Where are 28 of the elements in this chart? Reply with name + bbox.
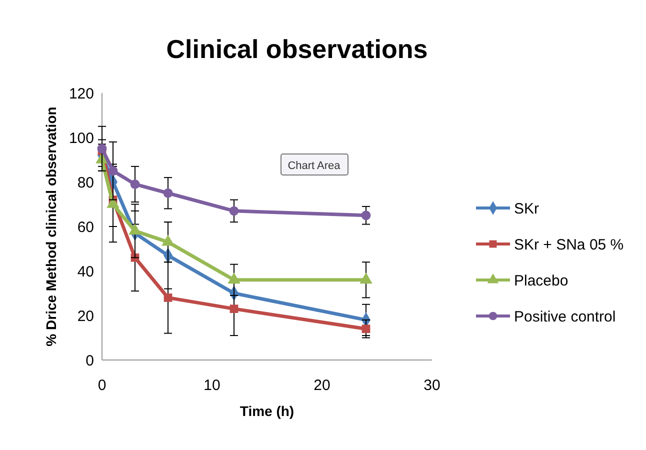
annotation: Chart Area xyxy=(288,160,342,172)
point xyxy=(130,180,140,189)
y-tick-label: 60 xyxy=(77,218,94,236)
point xyxy=(361,210,371,220)
point xyxy=(97,144,107,154)
x-tick-label: 10 xyxy=(204,377,220,394)
legend-label: SKr xyxy=(514,200,540,218)
y-tick-label: 20 xyxy=(77,308,94,325)
chart-title: Clinical observations xyxy=(166,34,428,64)
legend-label: Positive control xyxy=(514,308,616,326)
point xyxy=(229,206,239,216)
y-tick-label: 120 xyxy=(68,85,94,102)
point xyxy=(362,324,370,334)
y-tick-label: 100 xyxy=(68,130,94,147)
y-tick-label: 80 xyxy=(77,174,94,192)
y-tick-label: 0 xyxy=(86,352,94,370)
point xyxy=(163,188,173,198)
point xyxy=(230,304,238,314)
x-tick-label: 30 xyxy=(424,377,440,394)
y-tick-label: 40 xyxy=(77,263,94,280)
x-axis-title: Time (h) xyxy=(240,403,294,419)
y-axis-title: % Drice Method clinical observation xyxy=(43,106,59,346)
legend-label: SKr + SNa 05 % xyxy=(514,236,624,254)
point xyxy=(164,294,172,302)
tooltip-box: Chart Area xyxy=(280,154,348,176)
x-tick-label: 20 xyxy=(314,377,330,394)
x-tick-label: 0 xyxy=(98,377,106,394)
legend-label: Placebo xyxy=(514,272,568,290)
